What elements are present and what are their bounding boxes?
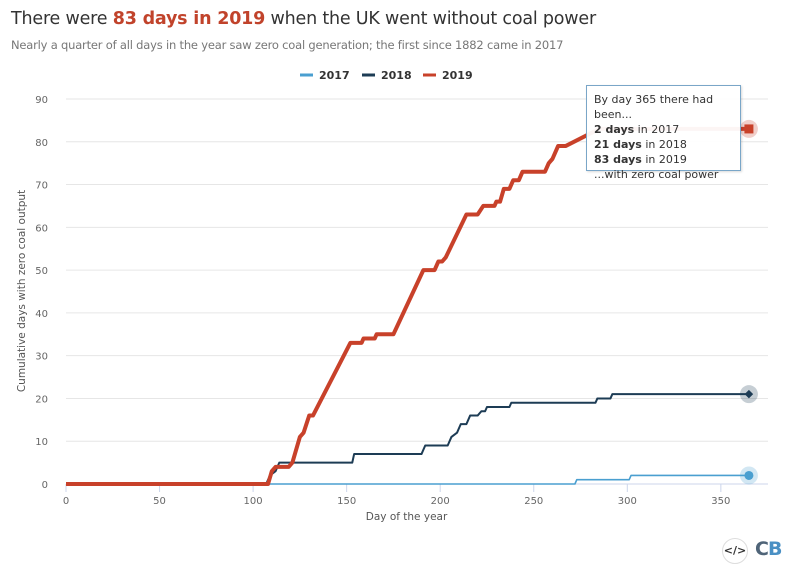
y-axis-label: Cumulative days with zero coal output <box>16 190 28 392</box>
tooltip-line: By day 365 there had been... <box>594 93 714 121</box>
series-line-2018 <box>66 393 749 485</box>
tooltip-value: 2 days <box>594 123 635 136</box>
y-tick-label: 0 <box>42 480 48 491</box>
code-embed-icon[interactable]: </> <box>722 538 748 564</box>
y-tick-label: 80 <box>35 138 48 149</box>
series-line-2019 <box>66 126 749 486</box>
x-tick-label: 0 <box>63 496 69 507</box>
x-tick-label: 100 <box>244 496 263 507</box>
legend-label-2019: 2019 <box>442 69 473 82</box>
x-tick-label: 200 <box>431 496 450 507</box>
x-tick-label: 50 <box>153 496 166 507</box>
x-tick-label: 150 <box>337 496 356 507</box>
chart-subtitle: Nearly a quarter of all days in the year… <box>11 38 564 52</box>
y-tick-label: 70 <box>35 181 48 192</box>
tooltip-line: in 2019 <box>641 153 687 166</box>
tooltip-line: ...with zero coal power <box>594 168 719 181</box>
end-marker-circle <box>744 470 754 480</box>
x-tick-label: 350 <box>711 496 730 507</box>
end-marker-square <box>744 124 754 134</box>
tooltip: By day 365 there had been... 2 days in 2… <box>586 85 741 181</box>
tooltip-line: in 2018 <box>641 138 687 151</box>
y-tick-label: 40 <box>35 309 48 320</box>
legend-label-2017: 2017 <box>319 69 350 82</box>
y-tick-label: 60 <box>35 223 48 234</box>
legend-label-2018: 2018 <box>381 69 412 82</box>
y-tick-label: 90 <box>35 95 48 106</box>
x-tick-label: 250 <box>524 496 543 507</box>
y-tick-label: 30 <box>35 352 48 363</box>
chart-title: There were 83 days in 2019 when the UK w… <box>11 9 596 29</box>
carbon-brief-logo: CB <box>755 538 782 560</box>
tooltip-value: 21 days <box>594 138 642 151</box>
x-tick-label: 300 <box>618 496 637 507</box>
title-text-end: when the UK went without coal power <box>265 9 597 29</box>
title-highlight: 83 days in 2019 <box>112 9 266 29</box>
x-axis-label: Day of the year <box>366 511 448 523</box>
series-line-2017 <box>66 474 749 485</box>
y-tick-label: 50 <box>35 266 48 277</box>
tooltip-value: 83 days <box>594 153 642 166</box>
y-tick-label: 20 <box>35 394 48 405</box>
tooltip-line: in 2017 <box>634 123 680 136</box>
end-marker-diamond <box>744 389 754 399</box>
title-text: There were <box>11 9 113 29</box>
y-tick-label: 10 <box>35 437 48 448</box>
